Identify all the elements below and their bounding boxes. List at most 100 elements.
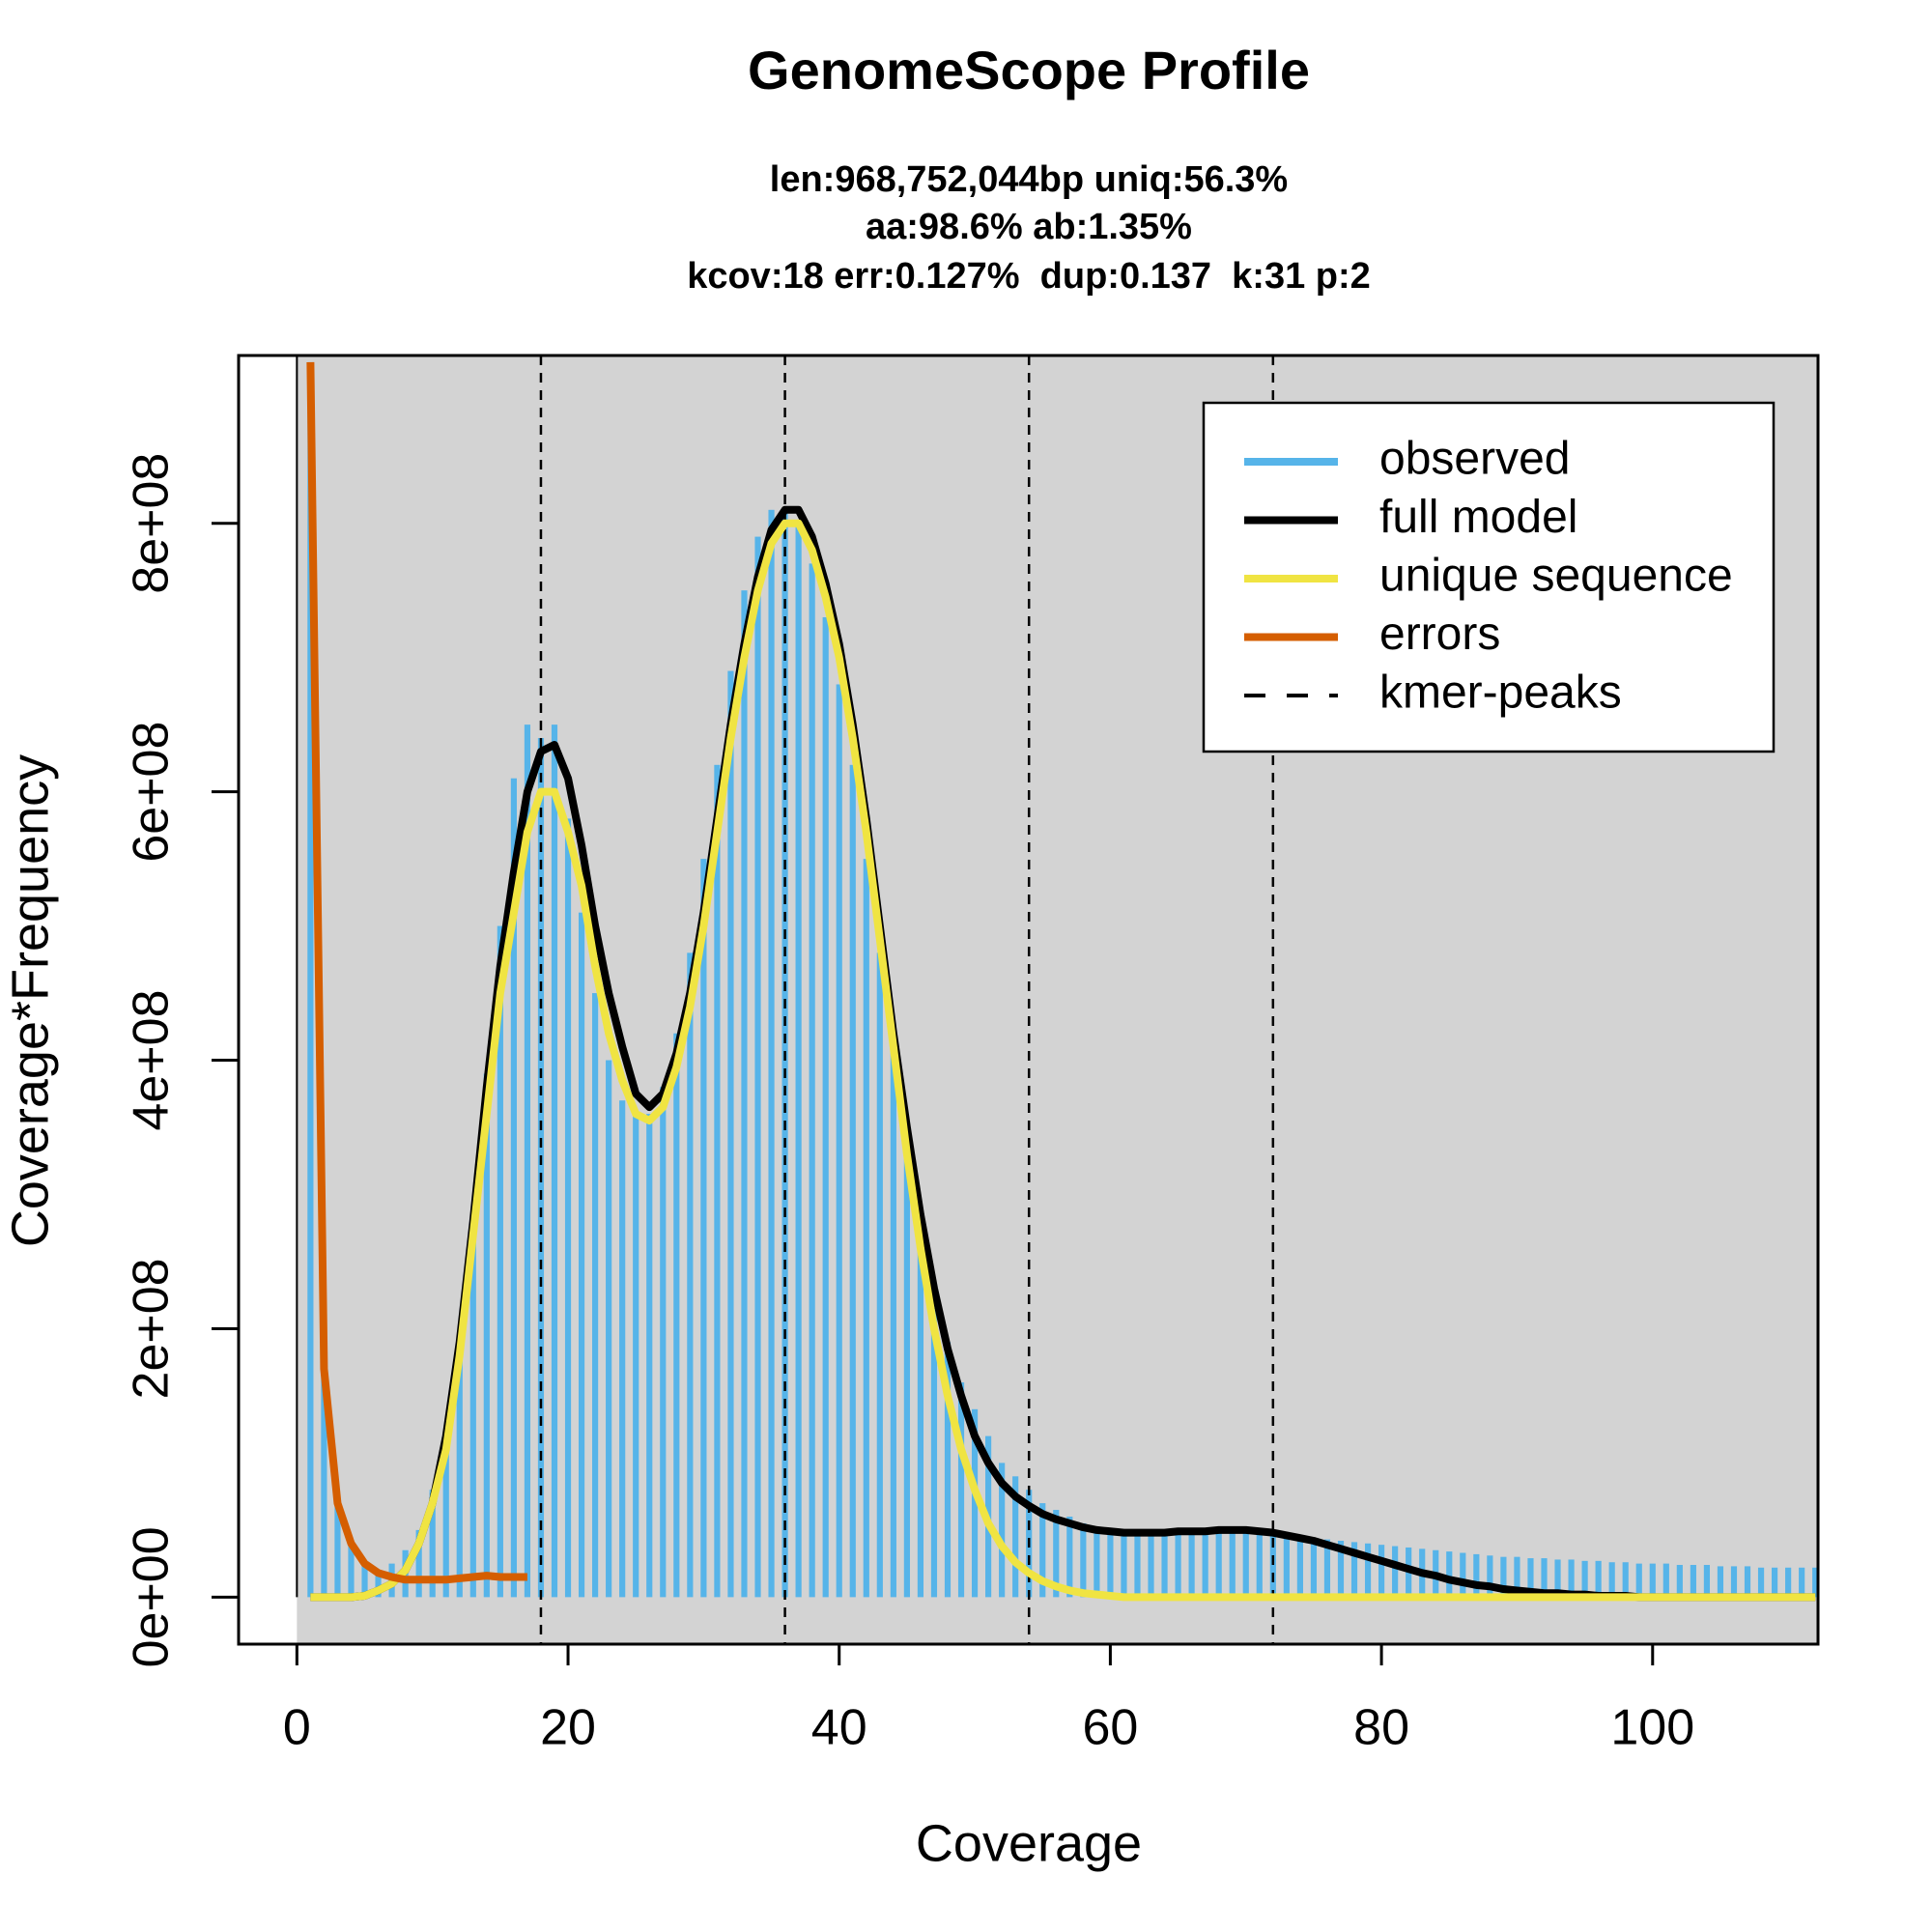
observed-bar <box>673 1033 680 1598</box>
observed-bar <box>1717 1566 1724 1598</box>
observed-bar <box>537 738 545 1598</box>
x-tick-label: 80 <box>1353 1700 1409 1756</box>
x-tick-label: 60 <box>1082 1700 1138 1756</box>
observed-bar <box>1662 1563 1669 1598</box>
observed-bar <box>1188 1529 1195 1598</box>
y-axis-label: Coverage*Frequency <box>1 754 59 1247</box>
observed-bar <box>1269 1532 1276 1598</box>
observed-bar <box>930 1288 938 1598</box>
observed-bar <box>903 1140 910 1598</box>
observed-bar <box>619 1100 626 1598</box>
observed-bar <box>795 523 802 1598</box>
observed-bar <box>1608 1562 1615 1598</box>
observed-bar <box>1757 1567 1765 1598</box>
observed-bar <box>1283 1535 1290 1598</box>
observed-bar <box>524 724 531 1598</box>
observed-bar <box>1581 1560 1588 1598</box>
observed-bar <box>1053 1510 1060 1598</box>
observed-bar <box>1554 1559 1561 1598</box>
model-line <box>306 361 527 1584</box>
observed-bar <box>1473 1553 1480 1598</box>
observed-bar <box>1310 1538 1318 1598</box>
observed-bar <box>1323 1539 1331 1598</box>
x-tick-label: 100 <box>1610 1700 1694 1756</box>
observed-bar <box>1066 1516 1073 1598</box>
observed-bar <box>1161 1529 1168 1598</box>
axes: 0 20 40 60 80 100 0e+00 2e+08 4e+08 6e+08 8e+08 <box>124 453 1694 1756</box>
observed-bar <box>1229 1529 1236 1598</box>
observed-bar <box>863 859 869 1598</box>
observed-bar <box>606 1060 612 1598</box>
x-tick-label: 40 <box>811 1700 867 1756</box>
observed-bar <box>876 952 883 1598</box>
observed-bar <box>429 1490 436 1598</box>
y-tick-label: 6e+08 <box>124 722 180 863</box>
legend-label: errors <box>1379 609 1500 660</box>
observed-bar <box>1175 1529 1181 1598</box>
observed-bar <box>1785 1567 1792 1598</box>
observed-bar <box>809 563 815 1598</box>
observed-bar <box>510 778 517 1598</box>
observed-bar <box>1107 1529 1114 1598</box>
observed-bar <box>1392 1546 1399 1598</box>
observed-bar <box>633 1114 639 1598</box>
subtitle-line: kcov:18 err:0.127% dup:0.137 k:31 p:2 <box>687 256 1371 297</box>
subtitle-line: len:968,752,044bp uniq:56.3% <box>770 159 1288 200</box>
observed-bar <box>1541 1558 1548 1598</box>
legend-label: unique sequence <box>1379 551 1733 602</box>
observed-bar <box>1242 1529 1249 1598</box>
observed-bar <box>442 1435 449 1598</box>
y-tick-label: 0e+00 <box>124 1526 180 1667</box>
observed-bar <box>1134 1529 1141 1598</box>
observed-bar <box>687 952 694 1598</box>
observed-bar <box>1080 1522 1087 1598</box>
observed-bar <box>456 1342 463 1598</box>
observed-bar <box>1799 1567 1805 1598</box>
y-tick-label: 8e+08 <box>124 453 180 594</box>
observed-bar <box>564 818 572 1598</box>
observed-bar <box>1772 1567 1778 1598</box>
observed-bar <box>497 925 503 1598</box>
observed-bar <box>999 1463 1006 1598</box>
observed-bar <box>1595 1560 1602 1598</box>
observed-bar <box>890 1046 896 1598</box>
y-tick-label: 2e+08 <box>124 1258 180 1399</box>
observed-bar <box>1364 1543 1372 1598</box>
legend-label: full model <box>1379 492 1577 543</box>
observed-bar <box>660 1087 667 1598</box>
observed-bar <box>1514 1556 1520 1598</box>
observed-bar <box>334 1503 341 1598</box>
observed-bar <box>1744 1566 1751 1598</box>
observed-bar <box>1350 1542 1358 1598</box>
observed-bar <box>1622 1562 1629 1598</box>
observed-bar <box>1202 1529 1208 1598</box>
observed-bar <box>646 1114 653 1598</box>
observed-bar <box>957 1382 965 1598</box>
observed-bar <box>361 1563 368 1598</box>
observed-bar <box>1378 1545 1385 1598</box>
observed-bar <box>768 509 775 1598</box>
observed-bar <box>1446 1551 1453 1598</box>
chart-title: GenomeScope Profile <box>748 40 1310 100</box>
observed-bar <box>1296 1536 1303 1598</box>
observed-bar <box>1690 1565 1696 1598</box>
observed-bar <box>1012 1476 1019 1598</box>
observed-bar <box>754 536 761 1598</box>
y-tick-label: 4e+08 <box>124 990 180 1131</box>
observed-bar <box>348 1543 355 1598</box>
observed-bar <box>1148 1529 1154 1598</box>
observed-bar <box>551 724 558 1598</box>
observed-bar <box>849 764 856 1598</box>
observed-bar <box>917 1221 924 1598</box>
observed-bar <box>321 1369 327 1598</box>
legend: observed full model unique sequence errors k… <box>1202 401 1776 753</box>
observed-bar <box>1215 1529 1222 1598</box>
x-tick-label: 20 <box>540 1700 596 1756</box>
subtitle-line: aa:98.6% ab:1.35% <box>866 207 1192 247</box>
x-axis-label: Coverage <box>916 1814 1142 1872</box>
observed-bar <box>1812 1567 1818 1598</box>
observed-bar <box>1337 1541 1345 1598</box>
observed-bar <box>1635 1563 1642 1598</box>
observed-bar <box>1094 1527 1100 1598</box>
